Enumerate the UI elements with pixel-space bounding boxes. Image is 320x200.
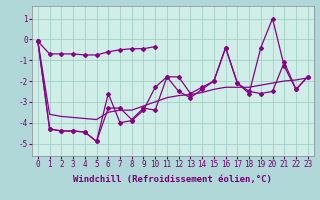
X-axis label: Windchill (Refroidissement éolien,°C): Windchill (Refroidissement éolien,°C) <box>73 175 272 184</box>
